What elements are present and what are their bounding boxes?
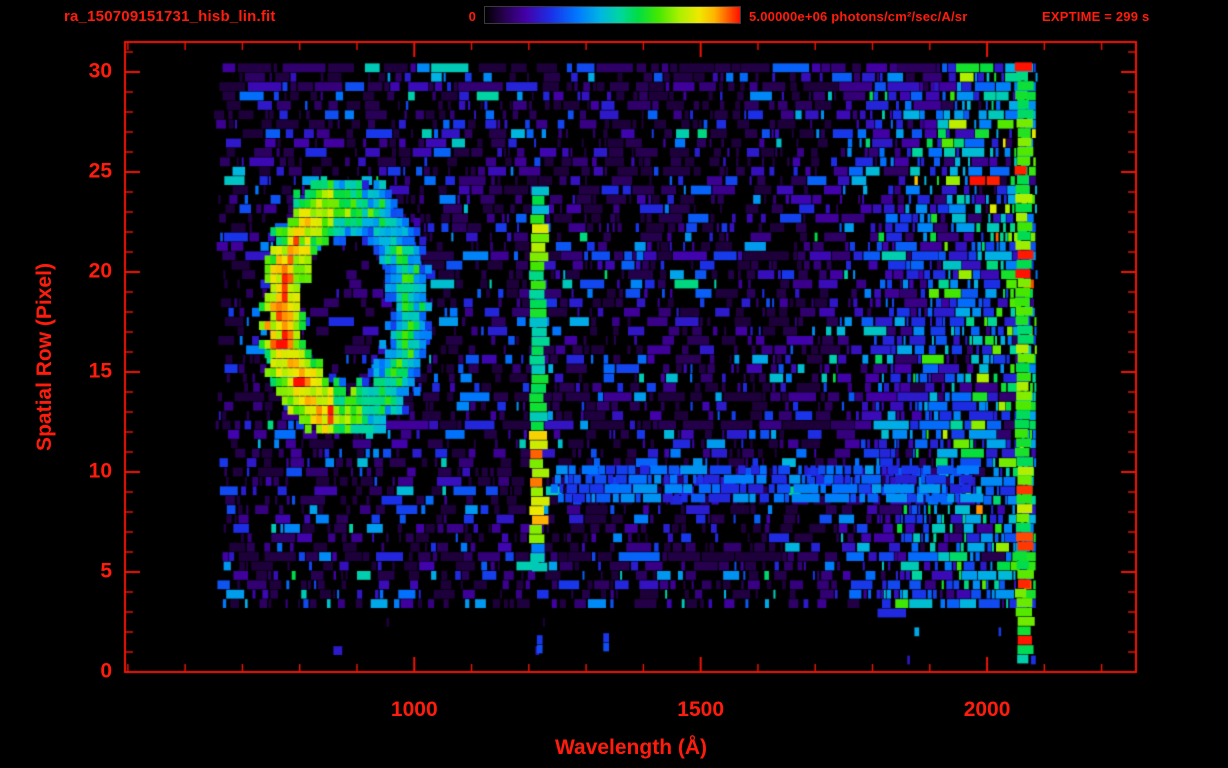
y-axis-title: Spatial Row (Pixel) xyxy=(33,263,56,451)
y-tick-label: 20 xyxy=(88,259,112,283)
y-tick-label: 5 xyxy=(100,559,112,583)
y-tick-label: 30 xyxy=(88,59,112,83)
exptime-label: EXPTIME = 299 s xyxy=(1042,9,1150,24)
x-axis-title: Wavelength (Å) xyxy=(554,736,708,759)
x-tick-label: 2000 xyxy=(963,698,1011,721)
colorbar-gradient xyxy=(484,6,741,24)
x-tick-label: 1500 xyxy=(677,698,725,721)
colorbar-max-label: 5.00000e+06 photons/cm²/sec/A/sr xyxy=(749,9,968,24)
colorbar-min-label: 0 xyxy=(468,9,476,24)
filename-title: ra_150709151731_hisb_lin.fit xyxy=(64,8,276,25)
x-tick-label: 1000 xyxy=(390,698,438,721)
y-tick-label: 0 xyxy=(100,659,112,683)
y-tick-label: 15 xyxy=(88,359,112,383)
y-tick-label: 25 xyxy=(88,159,112,183)
y-tick-label: 10 xyxy=(88,459,112,483)
